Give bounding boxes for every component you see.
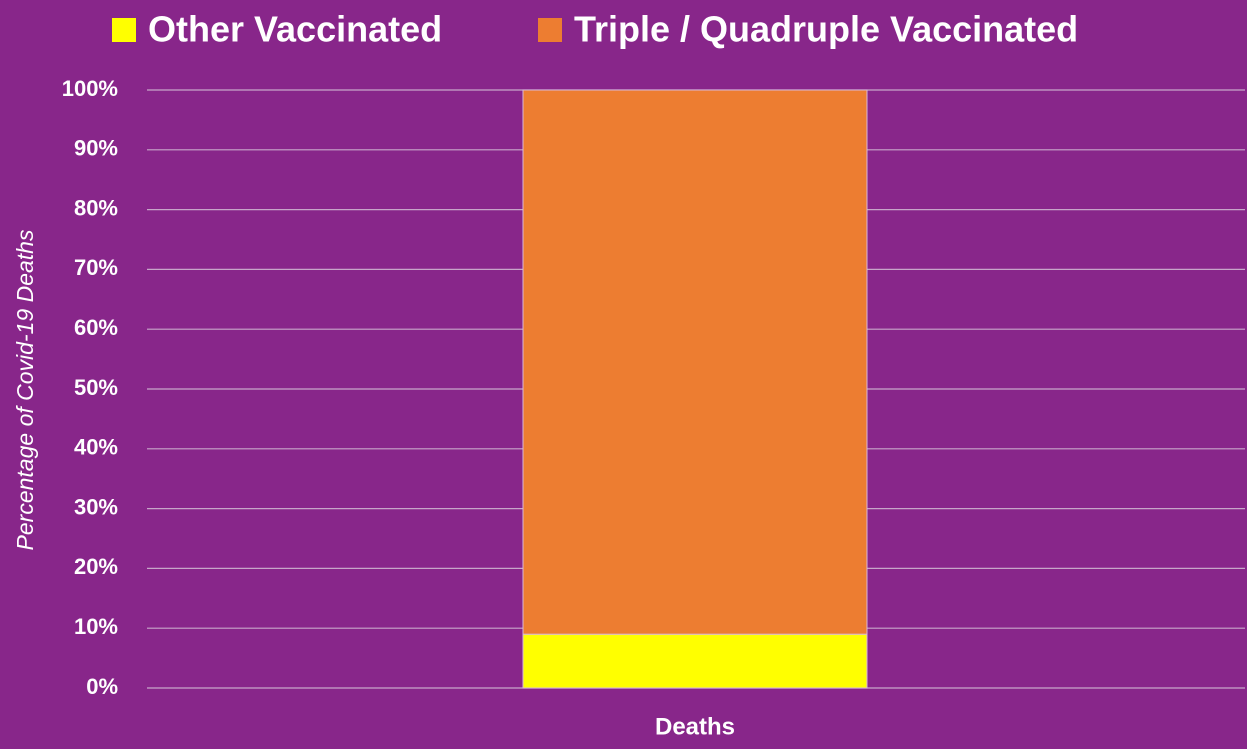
y-tick-label: 100% [62, 76, 118, 101]
y-axis-label: Percentage of Covid-19 Deaths [12, 229, 38, 550]
bar-segment [522, 633, 868, 689]
legend-swatch [112, 18, 136, 42]
y-tick-label: 90% [74, 136, 118, 161]
legend-swatch [538, 18, 562, 42]
y-tick-label: 0% [86, 674, 118, 699]
y-tick-label: 60% [74, 315, 118, 340]
y-tick-label: 10% [74, 614, 118, 639]
legend-label: Triple / Quadruple Vaccinated [574, 9, 1078, 50]
x-tick-label: Deaths [655, 713, 735, 740]
y-tick-label: 40% [74, 435, 118, 460]
y-tick-label: 20% [74, 554, 118, 579]
y-tick-label: 30% [74, 494, 118, 519]
y-tick-label: 80% [74, 195, 118, 220]
y-tick-label: 50% [74, 375, 118, 400]
y-tick-label: 70% [74, 255, 118, 280]
legend-label: Other Vaccinated [148, 9, 442, 50]
bar-segment [522, 89, 868, 635]
